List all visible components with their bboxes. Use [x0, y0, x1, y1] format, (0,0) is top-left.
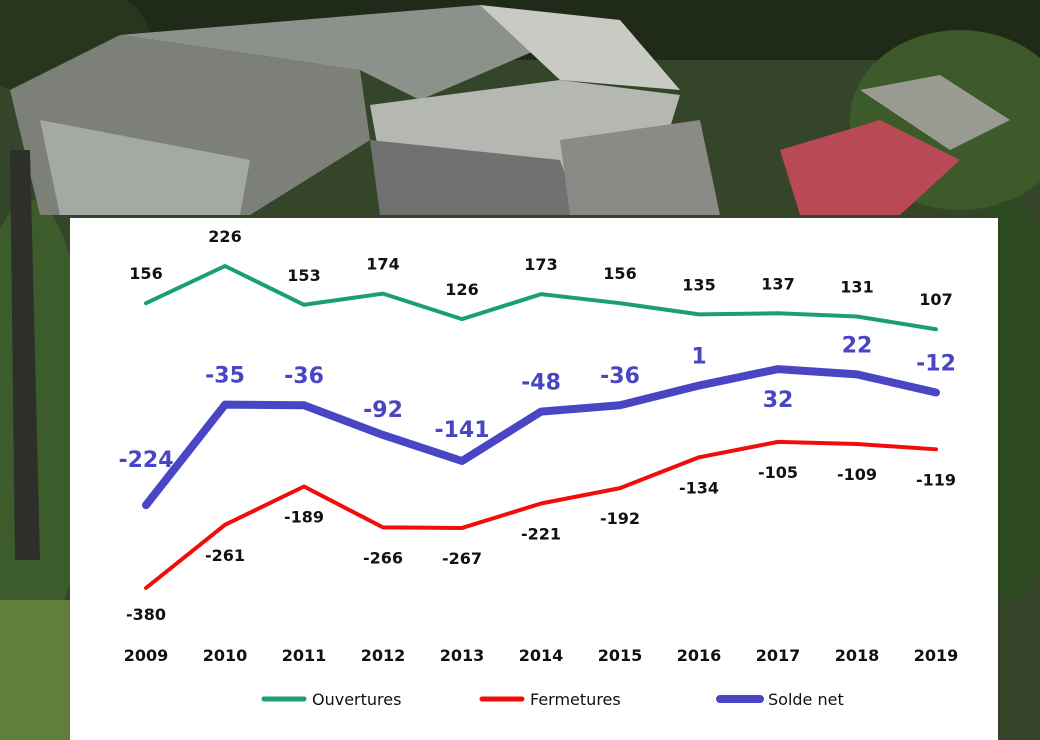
data-label: -134	[679, 478, 719, 497]
x-tick-label: 2009	[124, 646, 169, 665]
series-line-fermetures	[144, 439, 938, 590]
data-label: 126	[445, 280, 478, 299]
data-label: 226	[208, 227, 241, 246]
data-label: -48	[521, 371, 561, 396]
data-label: -119	[916, 470, 956, 489]
data-label: 107	[919, 290, 952, 309]
x-tick-label: 2010	[203, 646, 248, 665]
data-label: 32	[763, 388, 794, 413]
data-label: 22	[842, 333, 873, 358]
legend-label: Solde net	[768, 690, 844, 709]
data-label: 156	[603, 264, 636, 283]
series-line-ouvertures	[144, 264, 938, 332]
data-label: -261	[205, 546, 245, 565]
x-tick-label: 2011	[282, 646, 327, 665]
x-tick-label: 2012	[361, 646, 406, 665]
data-label: -380	[126, 605, 166, 624]
legend-label: Ouvertures	[312, 690, 401, 709]
data-label: 135	[682, 275, 715, 294]
data-label: -189	[284, 508, 324, 527]
data-label: -192	[600, 509, 640, 528]
data-label: -109	[837, 465, 877, 484]
x-tick-label: 2013	[440, 646, 485, 665]
data-label: 153	[287, 266, 320, 285]
data-label: 1	[691, 345, 706, 370]
data-label: -92	[363, 398, 403, 423]
data-label: -141	[434, 418, 489, 443]
data-label: -12	[916, 351, 956, 376]
x-tick-label: 2018	[835, 646, 880, 665]
data-label: -36	[600, 364, 640, 389]
data-label: -267	[442, 549, 482, 568]
legend-label: Fermetures	[530, 690, 621, 709]
x-tick-label: 2015	[598, 646, 643, 665]
x-tick-label: 2014	[519, 646, 564, 665]
series-line-solde-net	[142, 365, 940, 510]
data-label: -221	[521, 525, 561, 544]
data-label: 137	[761, 274, 794, 293]
data-label: 174	[366, 255, 399, 274]
data-label: -36	[284, 364, 324, 389]
data-label: -105	[758, 463, 798, 482]
x-tick-label: 2016	[677, 646, 722, 665]
data-label: 173	[524, 255, 557, 274]
x-tick-label: 2019	[914, 646, 959, 665]
data-label: -266	[363, 548, 403, 567]
x-tick-label: 2017	[756, 646, 801, 665]
chart-panel: 156 226 153 174 126 173 156 135 137 131 107 -380 -26…	[70, 218, 998, 740]
data-label: 131	[840, 277, 873, 296]
data-label: -35	[205, 364, 245, 389]
line-chart: 156 226 153 174 126 173 156 135 137 131 107 -380 -26…	[118, 227, 959, 709]
data-label: -224	[118, 448, 173, 473]
data-label: 156	[129, 264, 162, 283]
